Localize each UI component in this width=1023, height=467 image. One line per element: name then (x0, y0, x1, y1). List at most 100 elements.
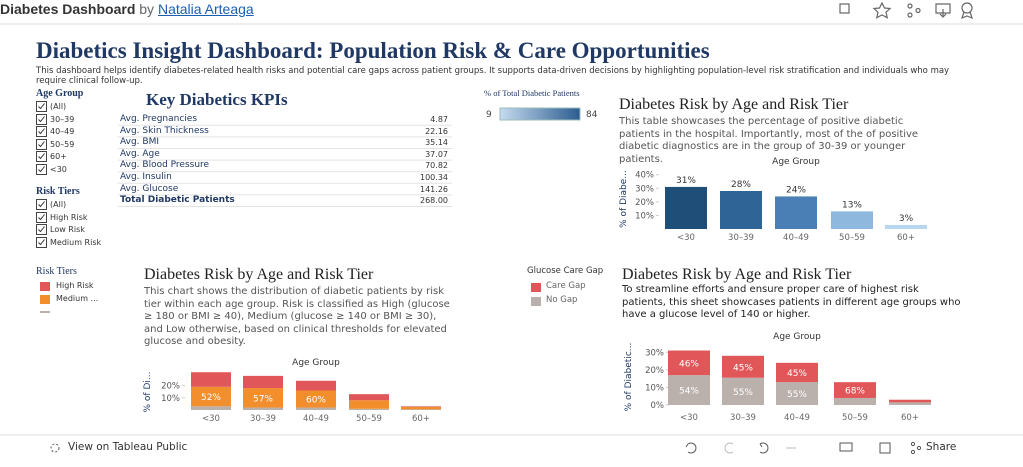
filter-list: (All) High Risk Low Risk Medium Risk (36, 199, 126, 256)
y-tick-label: 0% (651, 401, 665, 411)
chart-title: Diabetes Risk by Age and Risk Tier (144, 266, 374, 283)
segment-label: 45% (787, 369, 807, 379)
legend-swatch (40, 295, 50, 304)
x-tick-label: 60+ (897, 233, 915, 243)
kpi-value: 268.00 (420, 196, 448, 206)
share-button[interactable]: Share (926, 441, 957, 453)
bar-segment (722, 355, 764, 378)
legend-title: Glucose Care Gap (527, 266, 604, 276)
filter-option[interactable]: 50–59 (36, 138, 74, 150)
option-label: 30–39 (50, 114, 75, 124)
checkbox[interactable] (36, 236, 47, 248)
check-mark (38, 153, 45, 160)
option-label: (All) (50, 102, 67, 111)
y-tick-label: 20% (645, 366, 664, 376)
x-tick-label: 50–59 (839, 233, 865, 243)
chart-title: Diabetes Risk by Age and Risk Tier (622, 266, 852, 283)
bar-segment (349, 400, 389, 409)
y-tick-label: 30% (635, 184, 654, 194)
x-tick-label: 60+ (901, 413, 919, 423)
checkbox[interactable] (36, 151, 47, 162)
comment-icon[interactable] (839, 442, 853, 452)
x-tick-label: <30 (202, 414, 220, 424)
badge-icon[interactable] (961, 2, 973, 14)
download-icon[interactable] (935, 3, 951, 18)
filter-option[interactable]: 60+ (36, 151, 67, 162)
footer-icons (50, 441, 922, 455)
option-label: 60+ (50, 152, 67, 161)
bar-segment (243, 388, 283, 408)
redo-icon[interactable] (724, 442, 734, 454)
x-tick-label: 40–49 (303, 414, 329, 424)
filter-option[interactable]: 40–49 (36, 126, 74, 137)
filter-option[interactable]: <30 (36, 163, 67, 175)
x-tick-label: 40–49 (784, 413, 810, 423)
legend-label: No Gap (546, 295, 578, 305)
y-tick-label: 20% (635, 198, 654, 208)
bar-segment (401, 406, 441, 410)
option-label: Low Risk (50, 225, 85, 234)
revert-icon[interactable] (759, 442, 769, 454)
checkbox[interactable] (36, 163, 47, 175)
share-icon[interactable] (907, 3, 913, 9)
dashboard-title: Diabetics Insight Dashboard: Population … (36, 38, 710, 63)
check-mark (38, 165, 45, 172)
author-link[interactable]: Natalia Arteaga (157, 1, 254, 17)
option-label: Medium Risk (50, 237, 102, 247)
bar-segment (191, 406, 231, 410)
checkbox[interactable] (36, 138, 47, 150)
bar-segment (191, 386, 231, 407)
kpi-label: Avg. Blood Pressure (120, 160, 210, 171)
check-mark (38, 128, 45, 135)
y-tick-label: 10% (161, 394, 180, 404)
undo-icon[interactable] (685, 442, 697, 454)
bar-segment (191, 372, 231, 387)
option-label: (All) (50, 200, 67, 209)
bar-segment (401, 409, 441, 410)
kpi-value: 37.07 (425, 149, 448, 159)
x-tick-label: 50–59 (356, 414, 382, 424)
filter-option[interactable]: Low Risk (36, 224, 85, 235)
view-link[interactable]: View on Tableau Public (68, 441, 188, 453)
chart-description: This table showcases the percentage of p… (619, 116, 919, 165)
filter-option[interactable]: (All) (36, 101, 66, 112)
axis-title: Age Group (773, 332, 821, 342)
favorite-icon[interactable] (872, 1, 892, 19)
checkbox[interactable] (36, 113, 47, 125)
y-axis-label: % of Diabetic... (624, 343, 634, 412)
x-tick-label: 40–49 (783, 233, 809, 243)
legend-title: Risk Tiers (36, 266, 77, 277)
chart-description: To streamline efforts and ensure proper … (622, 284, 961, 320)
value-label: 28% (731, 180, 751, 190)
kpi-label: Avg. Insulin (120, 172, 172, 182)
check-mark (38, 201, 45, 208)
segment-label: 55% (787, 390, 807, 400)
filter-option[interactable]: (All) (36, 199, 66, 210)
checkbox[interactable] (36, 126, 47, 137)
kpi-value: 100.34 (420, 173, 448, 182)
share-footer-icon[interactable] (916, 445, 922, 451)
bar-segment (834, 397, 876, 405)
legend-swatch (40, 282, 50, 291)
checkbox[interactable] (36, 211, 47, 223)
x-tick-label: <30 (677, 233, 695, 243)
legend-swatch (531, 297, 541, 306)
checkbox[interactable] (36, 224, 47, 235)
filter-option[interactable]: Medium Risk (36, 236, 102, 248)
check-mark (38, 140, 45, 147)
toolbar-icon[interactable] (839, 3, 850, 14)
legend-swatch (40, 311, 50, 313)
bar-segment (668, 375, 710, 405)
y-tick-label: 10% (645, 383, 664, 393)
fullscreen-icon[interactable] (879, 442, 891, 454)
checkbox[interactable] (36, 101, 47, 112)
checkbox[interactable] (36, 199, 47, 210)
value-label: 3% (899, 214, 914, 224)
bar-segment (889, 399, 931, 403)
x-tick-label: 30–39 (728, 233, 754, 243)
axis-title: Age Group (772, 157, 820, 167)
filter-option[interactable]: High Risk (36, 211, 88, 223)
legend-label: Medium ... (56, 294, 99, 303)
color-legend-max: 84 (586, 110, 598, 120)
filter-option[interactable]: 30–39 (36, 113, 75, 125)
